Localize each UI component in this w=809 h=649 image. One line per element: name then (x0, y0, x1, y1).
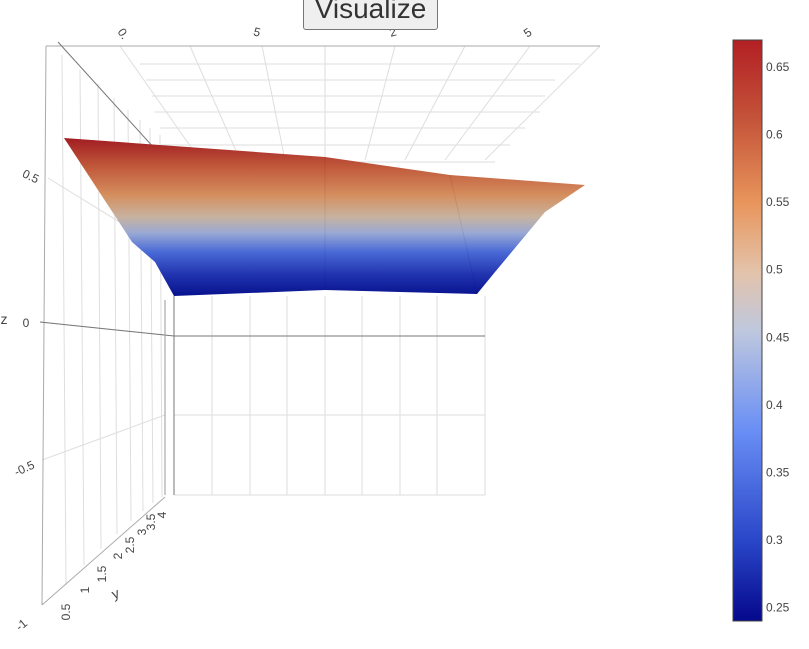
y-tick-label: 2 (111, 552, 125, 559)
visualize-button[interactable]: Visualize (303, 0, 438, 30)
colorbar-ticks: 0.65 0.6 0.55 0.5 0.45 0.4 0.35 0.3 0.25 (766, 60, 790, 614)
grid-lines (39, 45, 601, 586)
x-tick-label: 5 (252, 25, 262, 40)
y-tick-label: 0.5 (59, 603, 73, 620)
surface-wireframe (324, 157, 478, 295)
y-tick-label: 3.5 (144, 513, 158, 530)
colorbar: 0.65 0.6 0.55 0.5 0.45 0.4 0.35 0.3 0.25 (732, 39, 790, 622)
y-axis-title: y (109, 585, 121, 602)
y-tick-label: 1 (78, 586, 92, 593)
colorbar-tick-label: 0.3 (766, 533, 783, 547)
y-tick-label: 4 (155, 511, 169, 518)
colorbar-gradient (732, 39, 763, 622)
colorbar-tick-label: 0.55 (766, 195, 790, 209)
y-tick-label: 1.5 (95, 565, 109, 582)
colorbar-tick-label: 0.45 (766, 330, 790, 344)
axis-lines (39, 41, 600, 606)
colorbar-tick-label: 0.6 (766, 128, 783, 142)
z-tick-label: 0.5 (20, 167, 41, 187)
z-axis-ticks: -1 -0.5 0 0.5 (12, 167, 42, 634)
x-tick-label: 2 (388, 24, 398, 39)
colorbar-tick-label: 0.4 (766, 398, 783, 412)
x-tick-label: 0. (115, 26, 132, 42)
colorbar-tick-label: 0.65 (766, 60, 790, 74)
z-axis-title: z (1, 311, 8, 327)
z-tick-label: -0.5 (12, 458, 37, 480)
y-tick-label: 2.5 (123, 536, 137, 553)
colorbar-tick-label: 0.25 (766, 600, 790, 614)
z-tick-label: 0 (23, 316, 30, 330)
x-tick-label: 5 (521, 25, 535, 40)
surface-mesh[interactable] (64, 138, 585, 296)
colorbar-tick-label: 0.5 (766, 263, 783, 277)
colorbar-tick-label: 0.35 (766, 465, 790, 479)
y-axis-ticks: 0.5 1 1.5 2 2.5 3 3.5 4 (59, 511, 169, 620)
y-tick-label: 3 (135, 528, 149, 535)
z-tick-label: -1 (13, 616, 30, 634)
